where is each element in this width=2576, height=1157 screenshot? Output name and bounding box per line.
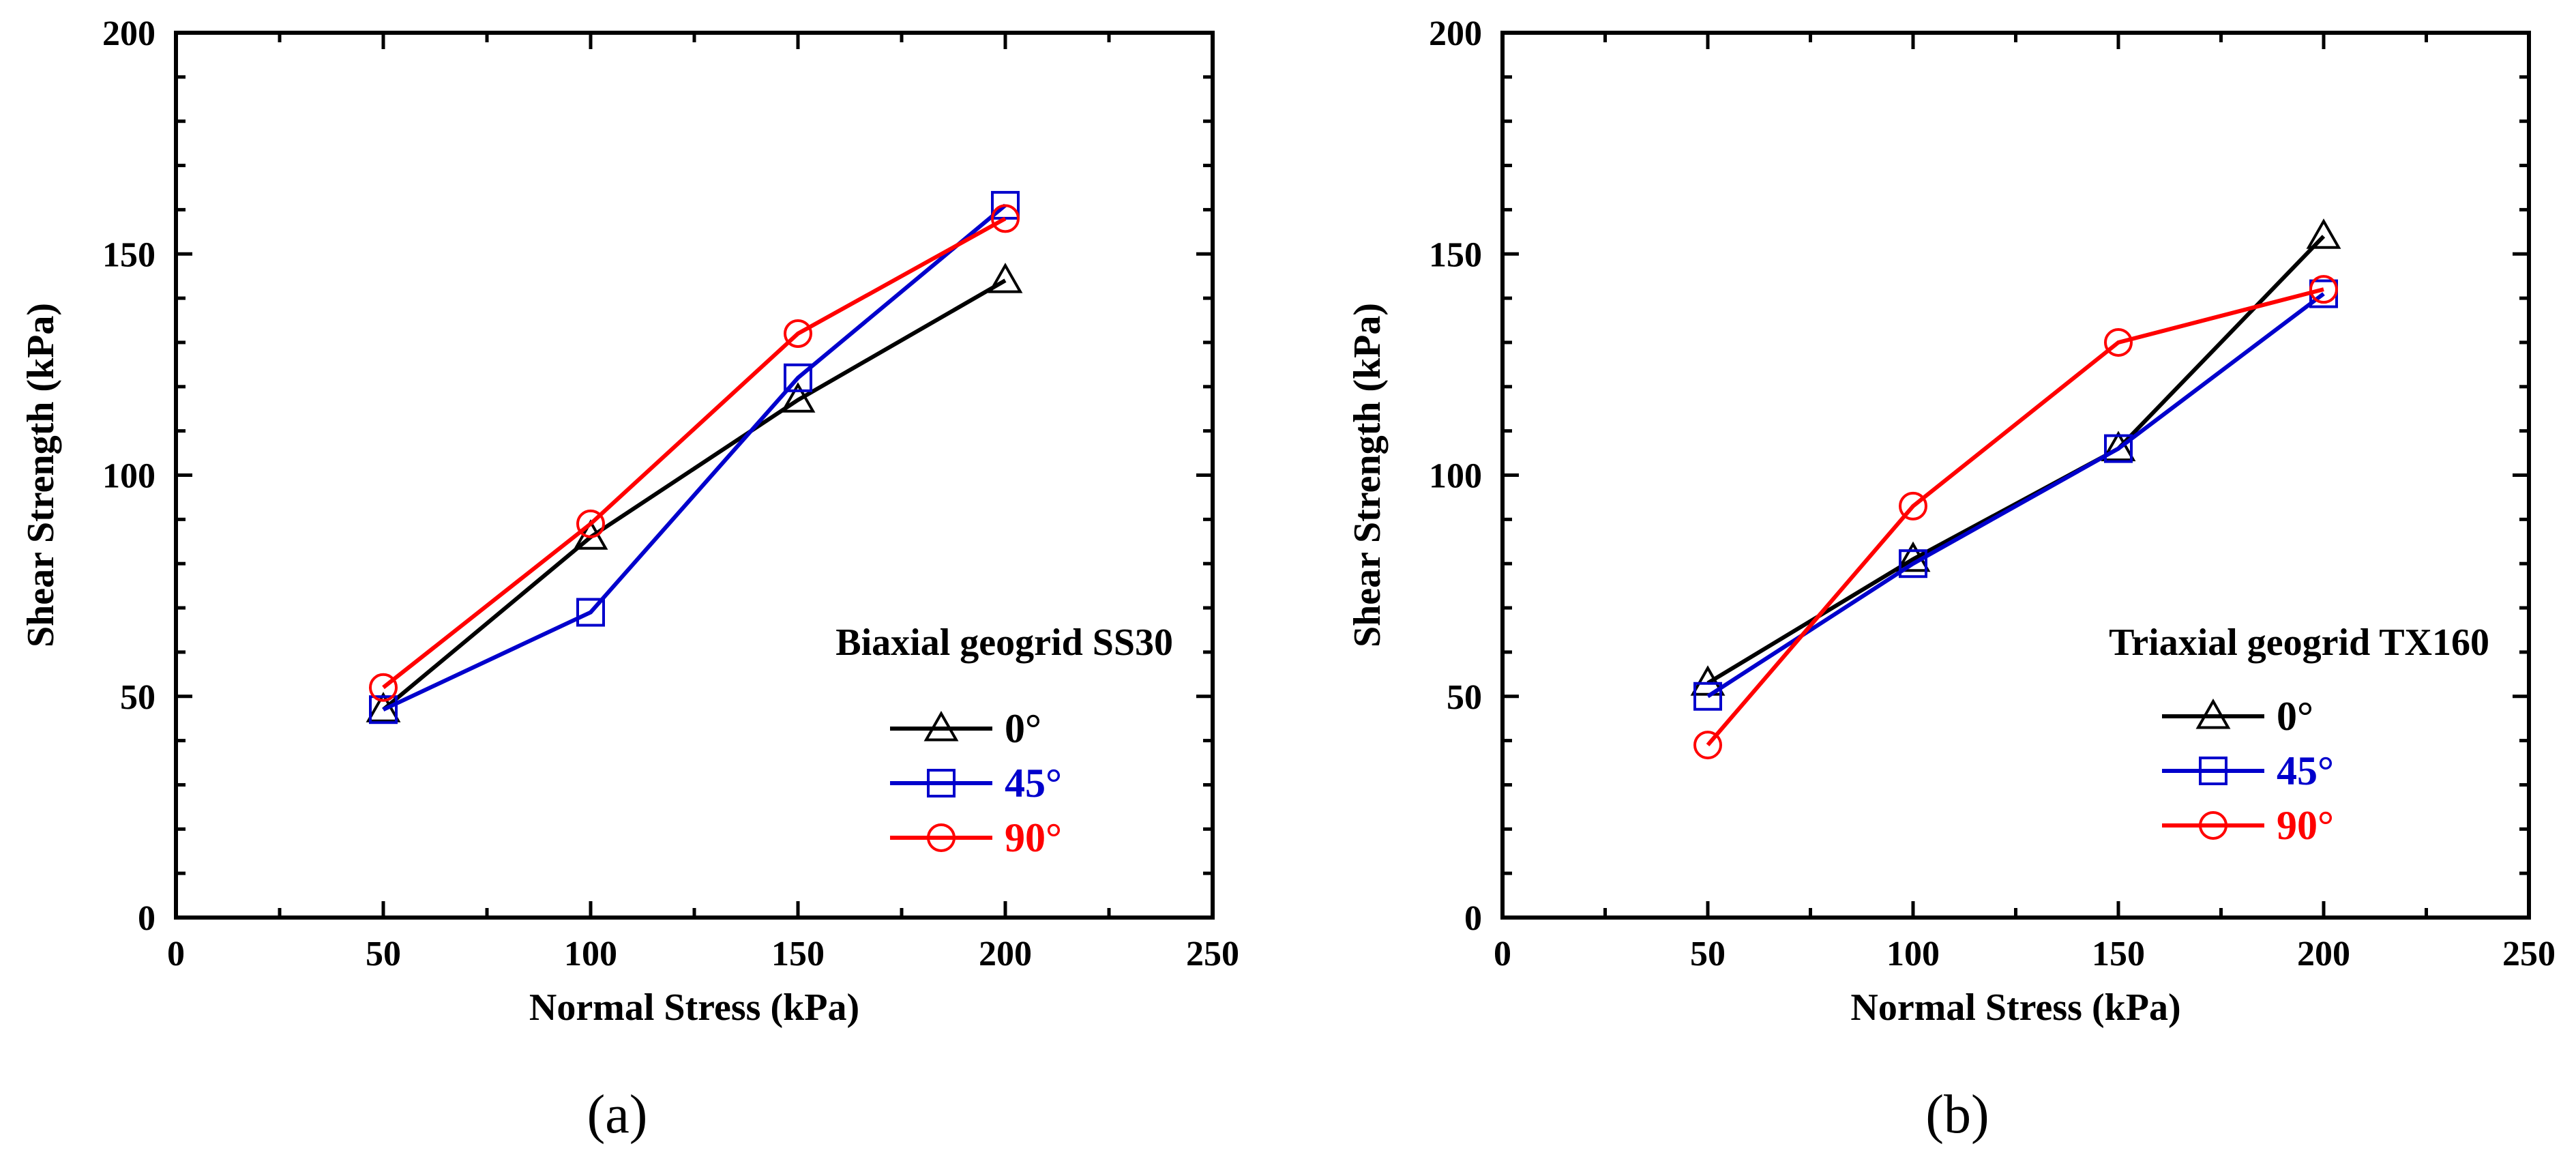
legend-label: 45° [1005,761,1062,806]
x-tick-label: 100 [1886,935,1940,973]
legend-label: 90° [1005,815,1062,860]
data-point [2306,218,2341,249]
data-point [1899,491,1927,521]
legend-label: 0° [1005,706,1041,751]
data-point [1693,731,1722,760]
data-point [369,673,398,702]
x-tick-label: 150 [2092,935,2145,973]
legend-marker [2199,757,2227,785]
x-axis-title: Normal Stress (kPa) [1850,986,2180,1029]
data-point [1899,549,1927,578]
series-line [1706,292,2325,699]
y-axis-title: Shear Strength (kPa) [20,303,62,647]
y-tick-label: 200 [1429,14,1482,53]
legend-title: Triaxial geogrid TX160 [2109,621,2489,664]
x-tick-label: 50 [366,935,401,973]
legend-marker [2199,811,2227,840]
x-tick-label: 150 [771,935,825,973]
data-point [991,204,1020,233]
series-2 [1693,275,2338,760]
data-point [784,319,812,348]
data-point [369,695,398,724]
data-point [1693,682,1722,711]
legend-label: 0° [2277,694,2313,739]
series-line [382,216,1007,690]
series-line [382,278,1007,712]
data-point [784,363,812,392]
panel-label: (a) [587,1085,648,1145]
series-1 [1693,279,2338,711]
y-tick-label: 200 [102,14,156,53]
y-tick-label: 100 [1429,457,1482,496]
y-tick-label: 50 [1447,678,1482,717]
y-axis-title: Shear Strength (kPa) [1346,303,1389,647]
y-tick-label: 150 [102,235,156,274]
data-point [576,509,605,538]
legend-marker [2195,698,2231,729]
data-point [991,190,1020,220]
x-tick-label: 100 [564,935,617,973]
x-tick-label: 250 [2502,935,2556,973]
y-tick-label: 100 [102,457,156,496]
data-point [988,263,1023,293]
plot-frame [1500,31,2531,920]
legend: Triaxial geogrid TX160 0° 45° 90° [2109,621,2489,848]
data-point [2101,430,2136,462]
series-line [1706,287,2324,747]
y-tick-label: 50 [120,678,156,717]
panel-label: (b) [1925,1085,1989,1145]
data-point [2104,327,2133,357]
x-tick-label: 250 [1186,935,1239,973]
legend: Biaxial geogrid SS30 0° 45° 90° [835,621,1173,860]
legend-label: 45° [2277,748,2334,793]
chart-panel-b: 0 50 100 150 200 250 0 50 100 150 200 Normal Stress… [1346,14,2556,1145]
legend-label: 90° [2277,803,2334,848]
legend-title: Biaxial geogrid SS30 [835,621,1173,664]
series-1 [369,190,1020,724]
x-axis-title: Normal Stress (kPa) [529,986,859,1029]
series-line [382,203,1007,712]
series-line [1706,235,2326,685]
data-point [2104,434,2133,463]
y-tick-label: 0 [138,899,156,938]
y-tick-label: 0 [1464,899,1482,938]
x-tick-label: 200 [979,935,1032,973]
series-2 [369,204,1020,702]
x-tick-label: 50 [1690,935,1726,973]
x-tick-label: 0 [167,935,185,973]
x-tick-label: 0 [1494,935,1511,973]
legend-marker [927,823,956,852]
y-tick-label: 150 [1429,235,1482,274]
x-tick-label: 200 [2297,935,2350,973]
legend-marker [923,710,959,742]
data-point [780,382,816,413]
legend-marker [927,769,956,797]
data-point [576,598,605,627]
data-point [2309,275,2338,304]
chart-panel-a: 0 50 100 150 200 250 0 50 100 150 200 Normal Stress… [20,14,1239,1145]
